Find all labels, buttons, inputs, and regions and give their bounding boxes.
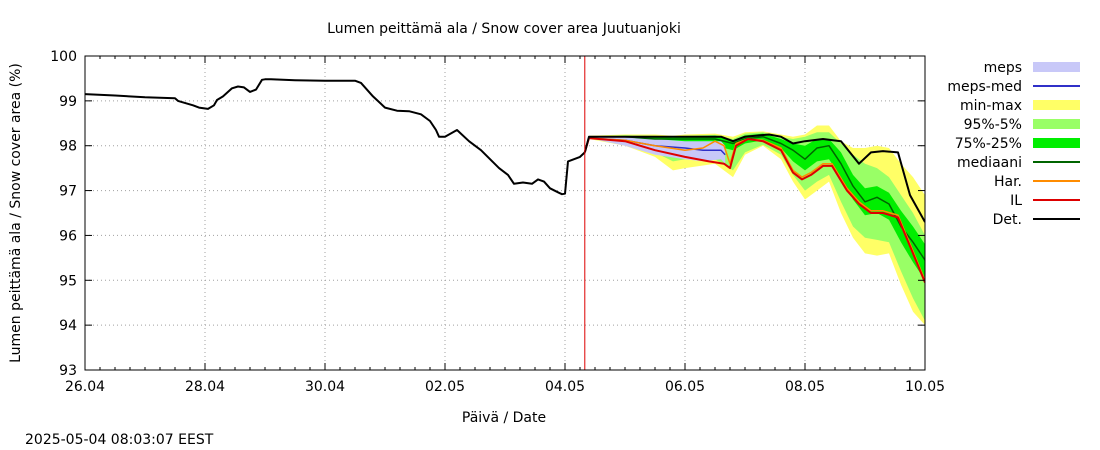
- grid-lines: [85, 56, 925, 370]
- legend-label: mediaani: [957, 155, 1022, 171]
- legend-swatch: [1033, 119, 1080, 129]
- legend-label: Det.: [993, 212, 1022, 228]
- y-tick-label: 96: [59, 228, 77, 244]
- x-tick-label: 26.04: [65, 379, 105, 395]
- legend-swatch: [1033, 100, 1080, 110]
- y-tick-label: 97: [59, 184, 77, 200]
- x-tick-label: 04.05: [545, 379, 585, 395]
- timestamp-footer: 2025-05-04 08:03:07 EEST: [25, 432, 214, 448]
- legend-swatch: [1033, 62, 1080, 72]
- legend-label: min-max: [960, 98, 1022, 114]
- chart-title: Lumen peittämä ala / Snow cover area Juu…: [327, 21, 681, 37]
- legend-label: Har.: [994, 174, 1022, 190]
- series-il: [583, 137, 925, 283]
- legend-label: IL: [1010, 193, 1022, 209]
- x-axis-label: Päivä / Date: [462, 410, 546, 426]
- x-tick-label: 02.05: [425, 379, 465, 395]
- legend-label: 75%-25%: [955, 136, 1022, 152]
- legend-label: meps: [984, 60, 1022, 76]
- y-tick-label: 100: [50, 49, 77, 65]
- series-det-history: [85, 78, 586, 196]
- y-tick-label: 99: [59, 94, 77, 110]
- y-tick-label: 95: [59, 273, 77, 289]
- x-tick-label: 30.04: [305, 379, 345, 395]
- legend: meps meps-med min-max 95%-5% 75%-25% mediaani…: [947, 60, 1080, 228]
- y-axis-label: Lumen peittämä ala / Snow cover area (%): [8, 63, 24, 363]
- x-tick-label: 10.05: [905, 379, 945, 395]
- legend-swatch: [1033, 138, 1080, 148]
- legend-label: 95%-5%: [964, 117, 1022, 133]
- x-tick-label: 28.04: [185, 379, 225, 395]
- y-tick-label: 94: [59, 318, 77, 334]
- plot-frame: [84, 55, 926, 371]
- x-tick-label: 06.05: [665, 379, 705, 395]
- legend-label: meps-med: [947, 79, 1022, 95]
- series-har: [584, 137, 925, 281]
- plot-area: [85, 56, 925, 370]
- axis-ticks: 93 94 95 96 97 98 99 100 26.04 28.04 30.04 02.05 04.…: [50, 49, 945, 395]
- band-75-25: [584, 133, 925, 281]
- series-det: [583, 133, 925, 223]
- series-mediaani: [584, 135, 925, 261]
- x-tick-label: 08.05: [785, 379, 825, 395]
- y-tick-label: 98: [59, 139, 77, 155]
- y-tick-label: 93: [59, 363, 77, 379]
